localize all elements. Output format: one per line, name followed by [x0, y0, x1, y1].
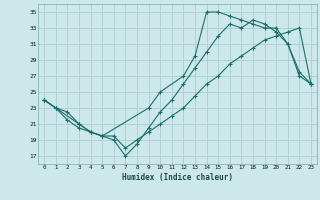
X-axis label: Humidex (Indice chaleur): Humidex (Indice chaleur) [122, 173, 233, 182]
